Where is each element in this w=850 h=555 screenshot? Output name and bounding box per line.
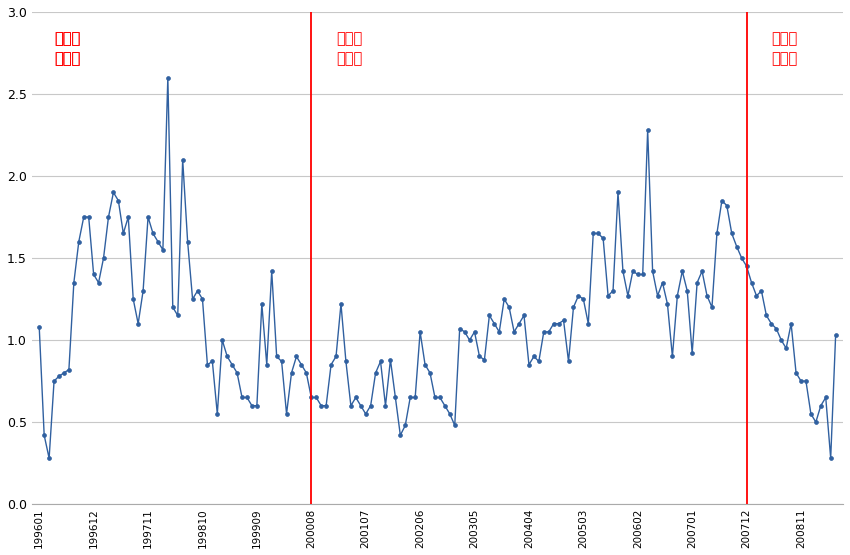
Text: 陳水扁
民進党: 陳水扁 民進党 <box>336 32 362 67</box>
Text: 李登輝
国民党: 李登輝 国民党 <box>54 32 80 67</box>
Text: 馬英九
国民党: 馬英九 国民党 <box>771 32 797 67</box>
Text: 蔡英文
民進党: 蔡英文 民進党 <box>54 32 80 67</box>
